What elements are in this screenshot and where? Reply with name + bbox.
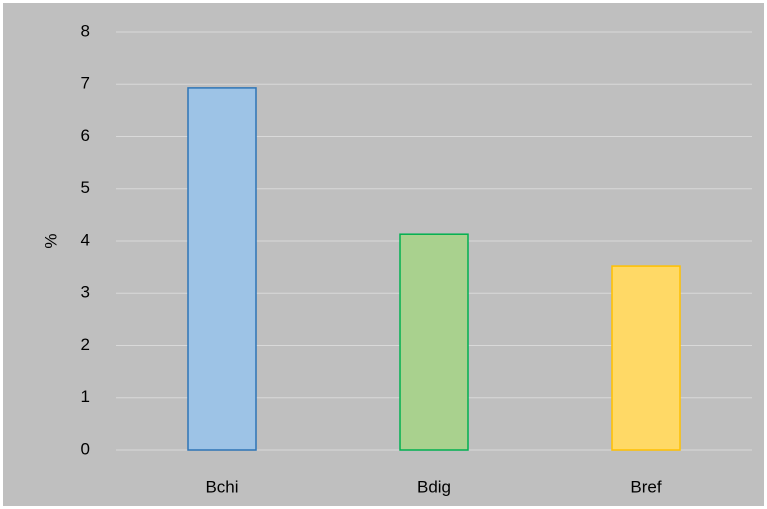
bar [399,233,469,451]
bar [187,87,257,451]
y-tick-label: 3 [81,283,90,302]
x-tick-label: Bdig [417,477,451,496]
y-tick-label: 0 [81,439,90,458]
x-tick-label: Bref [630,477,661,496]
x-tick-label: Bchi [205,477,238,496]
y-tick-label: 4 [81,230,90,249]
y-tick-label: 2 [81,335,90,354]
y-tick-label: 6 [81,126,90,145]
y-tick-label: 7 [81,74,90,93]
y-tick-label: 1 [81,387,90,406]
y-tick-label: 5 [81,178,90,197]
y-tick-label: 8 [81,21,90,40]
bar [611,265,681,451]
y-axis-label: % [41,233,60,248]
